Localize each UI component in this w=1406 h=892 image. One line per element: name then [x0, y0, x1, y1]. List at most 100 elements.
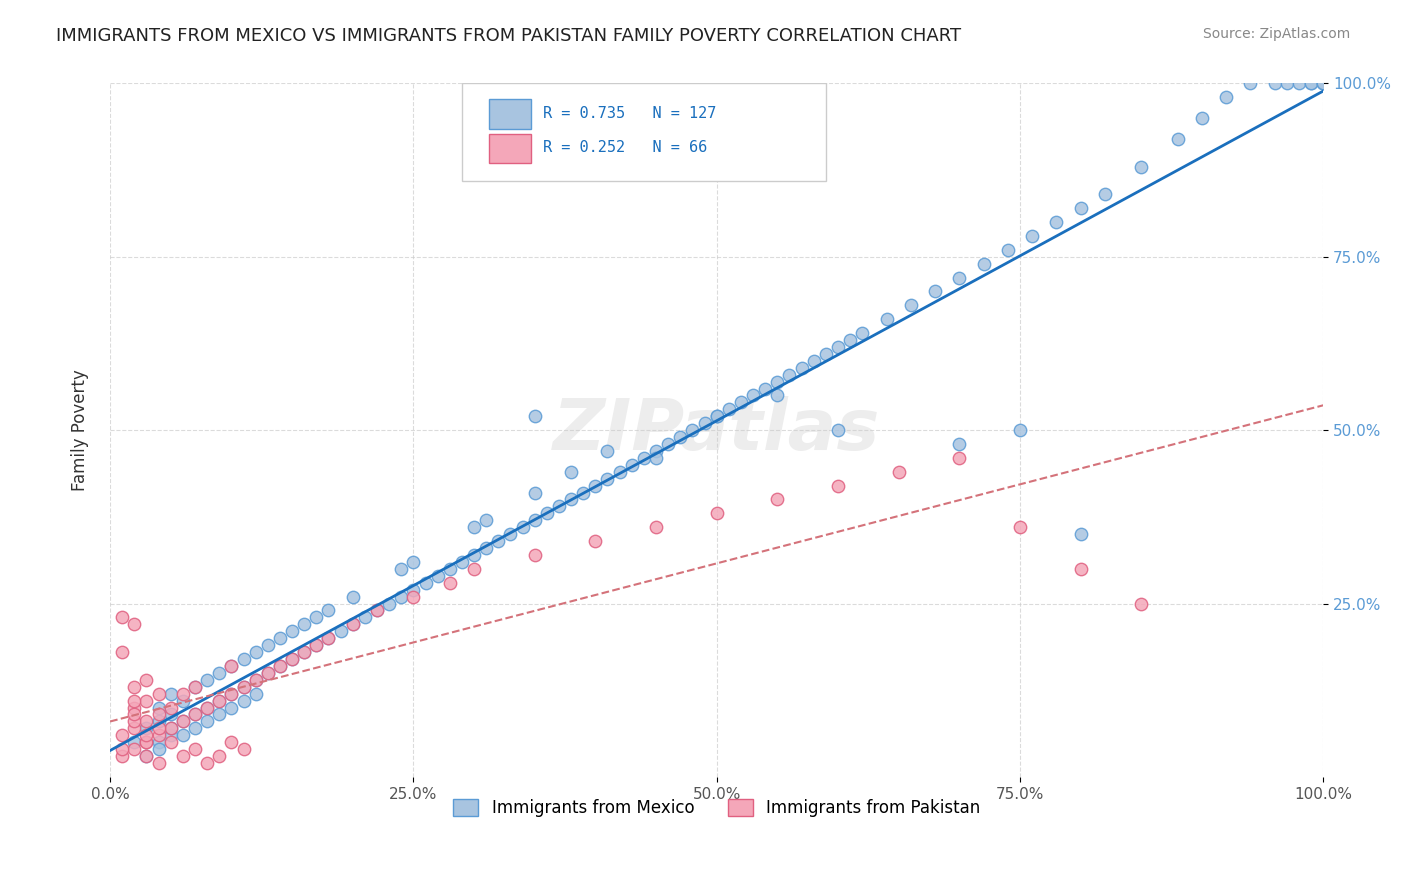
Point [523, 409, 546, 424]
Point [645, 520, 668, 534]
Point [172, 714, 194, 729]
Point [148, 687, 170, 701]
Point [135, 714, 157, 729]
Point [366, 603, 388, 617]
Point [1008, 423, 1031, 437]
Point [548, 500, 571, 514]
Point [195, 700, 218, 714]
Point [232, 652, 254, 666]
Bar [489, 99, 531, 128]
Point [318, 631, 340, 645]
Point [111, 728, 134, 742]
Point [245, 687, 267, 701]
Point [827, 423, 849, 437]
Point [124, 700, 146, 714]
Point [1215, 90, 1237, 104]
Point [269, 659, 291, 673]
Point [633, 450, 655, 465]
Point [887, 465, 910, 479]
Point [124, 714, 146, 729]
Point [221, 687, 243, 701]
Point [124, 617, 146, 632]
Point [1264, 77, 1286, 91]
Point [245, 673, 267, 687]
Point [159, 722, 181, 736]
Point [292, 617, 315, 632]
Y-axis label: Family Poverty: Family Poverty [72, 369, 89, 491]
Point [111, 742, 134, 756]
Point [232, 693, 254, 707]
Point [706, 507, 728, 521]
Point [245, 645, 267, 659]
Point [451, 555, 474, 569]
Point [742, 388, 765, 402]
Point [342, 617, 364, 632]
Point [620, 458, 643, 472]
Point [208, 749, 231, 764]
Point [159, 735, 181, 749]
Point [124, 707, 146, 722]
Point [924, 285, 946, 299]
Point [148, 742, 170, 756]
Point [184, 707, 207, 722]
Point [195, 714, 218, 729]
Point [232, 742, 254, 756]
Point [706, 409, 728, 424]
Point [1070, 562, 1092, 576]
FancyBboxPatch shape [463, 84, 825, 180]
Point [766, 375, 789, 389]
Point [1301, 77, 1323, 91]
Point [876, 312, 898, 326]
Point [948, 450, 970, 465]
Point [415, 575, 437, 590]
Point [596, 444, 619, 458]
Point [124, 735, 146, 749]
Point [124, 742, 146, 756]
Point [754, 382, 776, 396]
Point [645, 450, 668, 465]
Point [305, 638, 328, 652]
Point [389, 590, 412, 604]
Point [693, 416, 716, 430]
Point [1275, 77, 1298, 91]
Text: ZIPatlas: ZIPatlas [553, 396, 880, 465]
Point [281, 624, 304, 639]
Point [827, 478, 849, 492]
Point [184, 722, 207, 736]
Point [1301, 77, 1323, 91]
Point [281, 652, 304, 666]
Point [560, 492, 582, 507]
Point [148, 707, 170, 722]
Point [717, 402, 740, 417]
Point [366, 603, 388, 617]
Point [402, 582, 425, 597]
Point [135, 673, 157, 687]
Point [172, 749, 194, 764]
Point [463, 520, 485, 534]
Point [948, 270, 970, 285]
Point [172, 728, 194, 742]
Point [135, 735, 157, 749]
Point [669, 430, 692, 444]
Point [172, 687, 194, 701]
Point [305, 638, 328, 652]
Point [426, 568, 449, 582]
Point [269, 659, 291, 673]
Point [148, 756, 170, 770]
Point [292, 645, 315, 659]
Bar [489, 134, 531, 163]
Point [973, 257, 995, 271]
Point [402, 555, 425, 569]
Point [353, 610, 375, 624]
Point [1094, 187, 1116, 202]
Point [583, 478, 606, 492]
Point [208, 665, 231, 680]
Point [803, 353, 825, 368]
Point [305, 610, 328, 624]
Point [645, 444, 668, 458]
Text: IMMIGRANTS FROM MEXICO VS IMMIGRANTS FROM PAKISTAN FAMILY POVERTY CORRELATION CH: IMMIGRANTS FROM MEXICO VS IMMIGRANTS FRO… [56, 27, 962, 45]
Point [148, 700, 170, 714]
Point [1130, 160, 1153, 174]
Point [124, 680, 146, 694]
Point [148, 728, 170, 742]
